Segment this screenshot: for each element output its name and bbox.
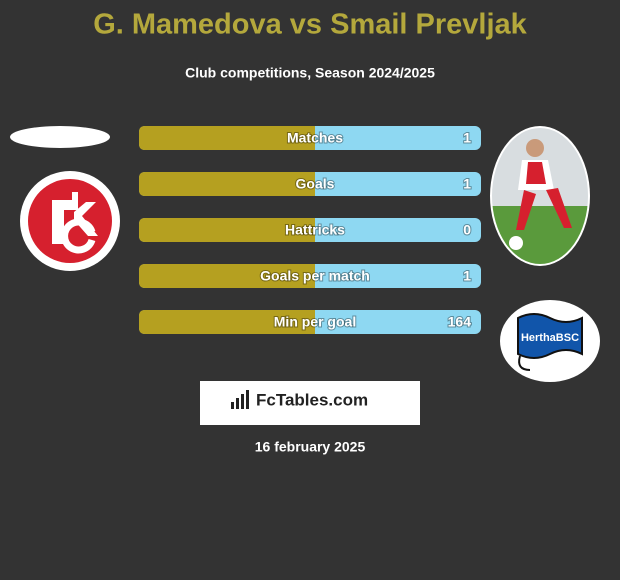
row-label: Goals <box>296 176 335 192</box>
bar-left <box>139 172 315 196</box>
right-club-logo: HerthaBSC <box>500 300 600 382</box>
row-value: 1 <box>463 176 471 192</box>
brand: FcTables.com <box>256 390 368 409</box>
bar-left <box>139 126 315 150</box>
row-label: Matches <box>287 130 343 146</box>
row-value: 0 <box>463 222 471 238</box>
date: 16 february 2025 <box>255 439 366 455</box>
bar-left <box>139 218 315 242</box>
badge-text: HerthaBSC <box>521 332 579 344</box>
subtitle: Club competitions, Season 2024/2025 <box>185 65 435 81</box>
row-value: 164 <box>448 314 472 330</box>
stat-rows: Matches 1 Goals 1 Hattricks 0 Goals per match 1… <box>139 126 481 334</box>
left-shape <box>10 126 110 148</box>
bar-left <box>139 310 315 334</box>
row-label: Hattricks <box>285 222 345 238</box>
row-value: 1 <box>463 130 471 146</box>
left-club-logo <box>20 171 120 271</box>
player-photo <box>490 126 590 266</box>
row-value: 1 <box>463 268 471 284</box>
brand-icon <box>231 390 249 409</box>
row-label: Goals per match <box>260 268 370 284</box>
title: G. Mamedova vs Smail Prevljak <box>93 9 527 41</box>
bar-left <box>139 264 315 288</box>
row-label: Min per goal <box>274 314 356 330</box>
